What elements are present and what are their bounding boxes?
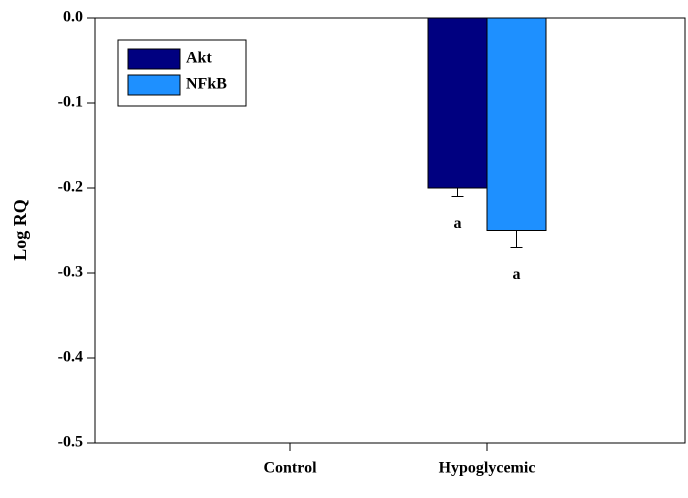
- x-tick-label: Hypoglycemic: [439, 460, 536, 477]
- legend-label: NFkB: [186, 76, 227, 93]
- y-tick-label: -0.2: [58, 179, 83, 196]
- annotation: a: [454, 215, 462, 232]
- y-axis-label: Log RQ: [10, 199, 30, 261]
- error-bar: [510, 230, 523, 248]
- y-tick-label: -0.5: [58, 434, 83, 451]
- plot-frame: [94, 17, 686, 444]
- y-tick-label: -0.1: [58, 94, 83, 111]
- x-tick-label: Control: [263, 460, 317, 477]
- y-tick-label: -0.3: [58, 264, 83, 281]
- annotation: a: [513, 266, 521, 283]
- y-tick-label: -0.4: [58, 349, 83, 366]
- bar: [486, 17, 547, 231]
- legend-swatch: [127, 48, 181, 70]
- legend-label: Akt: [186, 50, 212, 67]
- legend-swatch: [127, 74, 181, 96]
- bar: [427, 17, 488, 189]
- y-tick-label: 0.0: [63, 9, 83, 26]
- error-bar: [451, 188, 464, 197]
